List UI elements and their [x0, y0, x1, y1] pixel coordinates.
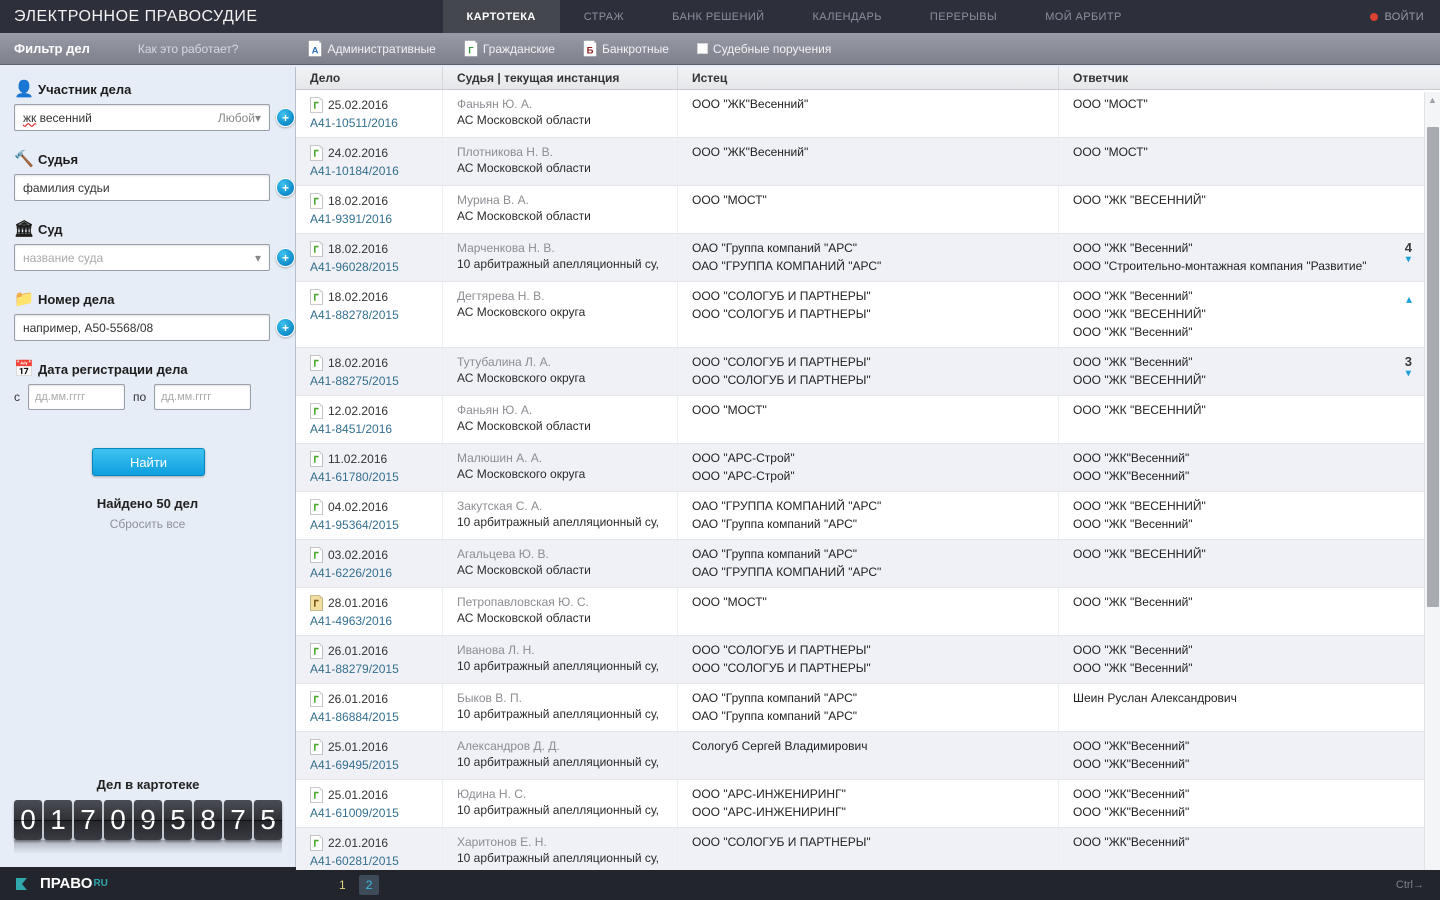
svg-text:А: А: [312, 46, 319, 57]
svg-text:Б: Б: [587, 46, 594, 57]
svg-text:Г: Г: [468, 46, 474, 57]
